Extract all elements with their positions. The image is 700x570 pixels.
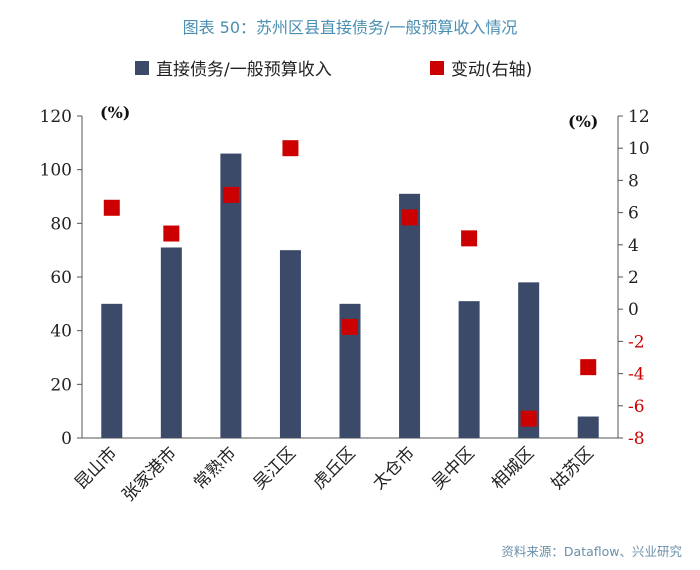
source-note: 资料来源：Dataflow、兴业研究 xyxy=(501,544,682,559)
legend-marker-label: 变动(右轴) xyxy=(451,60,532,80)
legend-marker-swatch xyxy=(430,61,444,75)
bar-9 xyxy=(577,416,599,438)
marker-7 xyxy=(461,230,478,247)
left-tick-label: 60 xyxy=(50,268,72,288)
markers xyxy=(103,140,597,427)
legend-bar-label: 直接债务/一般预算收入 xyxy=(156,60,332,80)
right-tick-label: 6 xyxy=(628,204,639,224)
category-label-9: 姑苏区 xyxy=(548,443,598,493)
left-tick-label: 0 xyxy=(61,429,72,449)
bar-2 xyxy=(160,247,182,438)
bar-7 xyxy=(458,301,480,438)
left-tick-label: 20 xyxy=(50,375,72,395)
left-tick-label: 120 xyxy=(40,107,72,127)
right-tick-label: 12 xyxy=(628,107,650,127)
left-tick-label: 100 xyxy=(40,161,72,181)
bar-8 xyxy=(518,282,540,438)
right-tick-label: 0 xyxy=(628,300,639,320)
right-tick-label: -6 xyxy=(628,397,645,417)
legend-bar-swatch xyxy=(135,61,149,75)
marker-5 xyxy=(342,318,358,335)
category-label-5: 虎丘区 xyxy=(309,443,359,493)
marker-1 xyxy=(103,199,120,216)
legend: 直接债务/一般预算收入 变动(右轴) xyxy=(135,60,532,80)
right-tick-label: -4 xyxy=(628,365,645,385)
category-label-7: 吴中区 xyxy=(428,443,478,493)
category-label-4: 吴江区 xyxy=(250,443,300,493)
bar-1 xyxy=(101,303,123,438)
bar-6 xyxy=(399,193,421,438)
left-tick-label: 40 xyxy=(50,322,72,342)
marker-3 xyxy=(222,186,239,203)
bar-3 xyxy=(220,153,242,439)
right-tick-label: 8 xyxy=(628,171,639,191)
right-tick-label: 10 xyxy=(628,139,650,159)
right-tick-label: 2 xyxy=(628,268,639,288)
bars xyxy=(101,153,599,439)
marker-4 xyxy=(282,140,299,157)
chart-title: 图表 50：苏州区县直接债务/一般预算收入情况 xyxy=(182,18,518,37)
marker-6 xyxy=(401,209,418,226)
category-label-8: 相城区 xyxy=(488,443,538,493)
right-axis-unit: (%) xyxy=(568,112,598,131)
category-label-3: 常熟市 xyxy=(190,443,241,494)
bar-5 xyxy=(339,303,361,438)
right-tick-label: 4 xyxy=(628,236,639,256)
bar-4 xyxy=(279,250,301,438)
marker-2 xyxy=(163,225,180,242)
marker-8 xyxy=(520,410,537,427)
category-label-6: 太仓市 xyxy=(369,443,419,493)
left-axis-unit: (%) xyxy=(100,103,130,122)
right-tick-label: -8 xyxy=(628,429,645,449)
right-tick-label: -2 xyxy=(628,332,645,352)
axes: 0 20 40 60 80 100 120 -8 -6 -4 -2 0 2 4 6 8 10 12 (%) (%) xyxy=(40,103,650,449)
left-tick-label: 80 xyxy=(50,214,72,234)
category-label-1: 昆山市 xyxy=(71,443,121,493)
category-label-2: 张家港市 xyxy=(119,443,181,505)
marker-9 xyxy=(580,359,597,376)
